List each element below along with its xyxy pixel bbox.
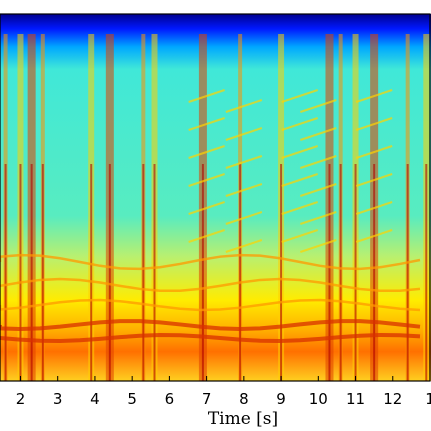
harmonic-line [225,183,263,197]
harmonic-line [188,145,225,159]
harmonic-band [0,253,421,271]
harmonic-band [0,333,421,343]
harmonic-line [355,89,393,103]
harmonic-line [281,229,319,243]
harmonic-line [188,89,225,103]
plot-area [0,14,431,381]
harmonic-line [225,239,263,253]
onset-core [153,164,156,381]
x-tick-label: 6 [165,390,175,408]
onset-core [425,164,428,381]
x-tick-label: 2 [16,390,26,408]
harmonic-line [188,117,225,131]
harmonic-line [188,173,225,187]
harmonic-line [225,99,263,113]
x-tick-label: 7 [202,390,212,408]
onset-core [90,164,93,381]
onset-core [328,164,331,381]
onset-core [354,164,357,381]
x-tick-label: 9 [276,390,286,408]
x-tick-label: 3 [53,390,63,408]
x-axis: 2 3 4 5 6 7 8 9 10 11 12 1 [16,376,431,408]
onset-core [4,164,7,381]
harmonic-line [281,89,319,103]
harmonic-line [281,117,319,131]
harmonic-line [299,155,337,169]
harmonic-band [0,277,421,293]
harmonic-line [355,173,393,187]
x-tick-label: 5 [127,390,137,408]
onset-core [239,164,242,381]
harmonic-line [355,117,393,131]
harmonic-line [355,201,393,215]
harmonic-line [299,183,337,197]
harmonic-band [0,319,421,332]
onset-core [19,164,22,381]
harmonic-line [188,201,225,215]
onset-core [339,164,342,381]
harmonic-line [225,211,263,225]
x-tick-label: 12 [383,390,402,408]
x-tick-label: 4 [90,390,100,408]
harmonic-line [225,127,263,141]
harmonic-line [281,145,319,159]
x-axis-title: Time [s] [208,409,278,429]
plot-frame [0,13,431,382]
x-tick-label: 11 [346,390,365,408]
harmonic-line [299,99,337,113]
harmonic-band [0,298,421,312]
harmonic-line [188,229,225,243]
harmonic-line [355,229,393,243]
harmonic-line [355,145,393,159]
x-tick-label: 1 [425,390,431,408]
harmonic-lines [0,89,421,343]
harmonic-line [281,173,319,187]
harmonic-line [225,155,263,169]
onset-core [201,164,204,381]
onset-core [30,164,33,381]
onset-core [142,164,145,381]
x-tick-label: 8 [239,390,249,408]
onset-core [406,164,409,381]
onset-core [108,164,111,381]
harmonic-line [299,211,337,225]
harmonic-line [299,239,337,253]
onset-core [41,164,44,381]
onset-core [280,164,283,381]
onset-core [373,164,376,381]
harmonic-line [299,127,337,141]
harmonic-line [281,201,319,215]
x-tick-label: 10 [309,390,328,408]
